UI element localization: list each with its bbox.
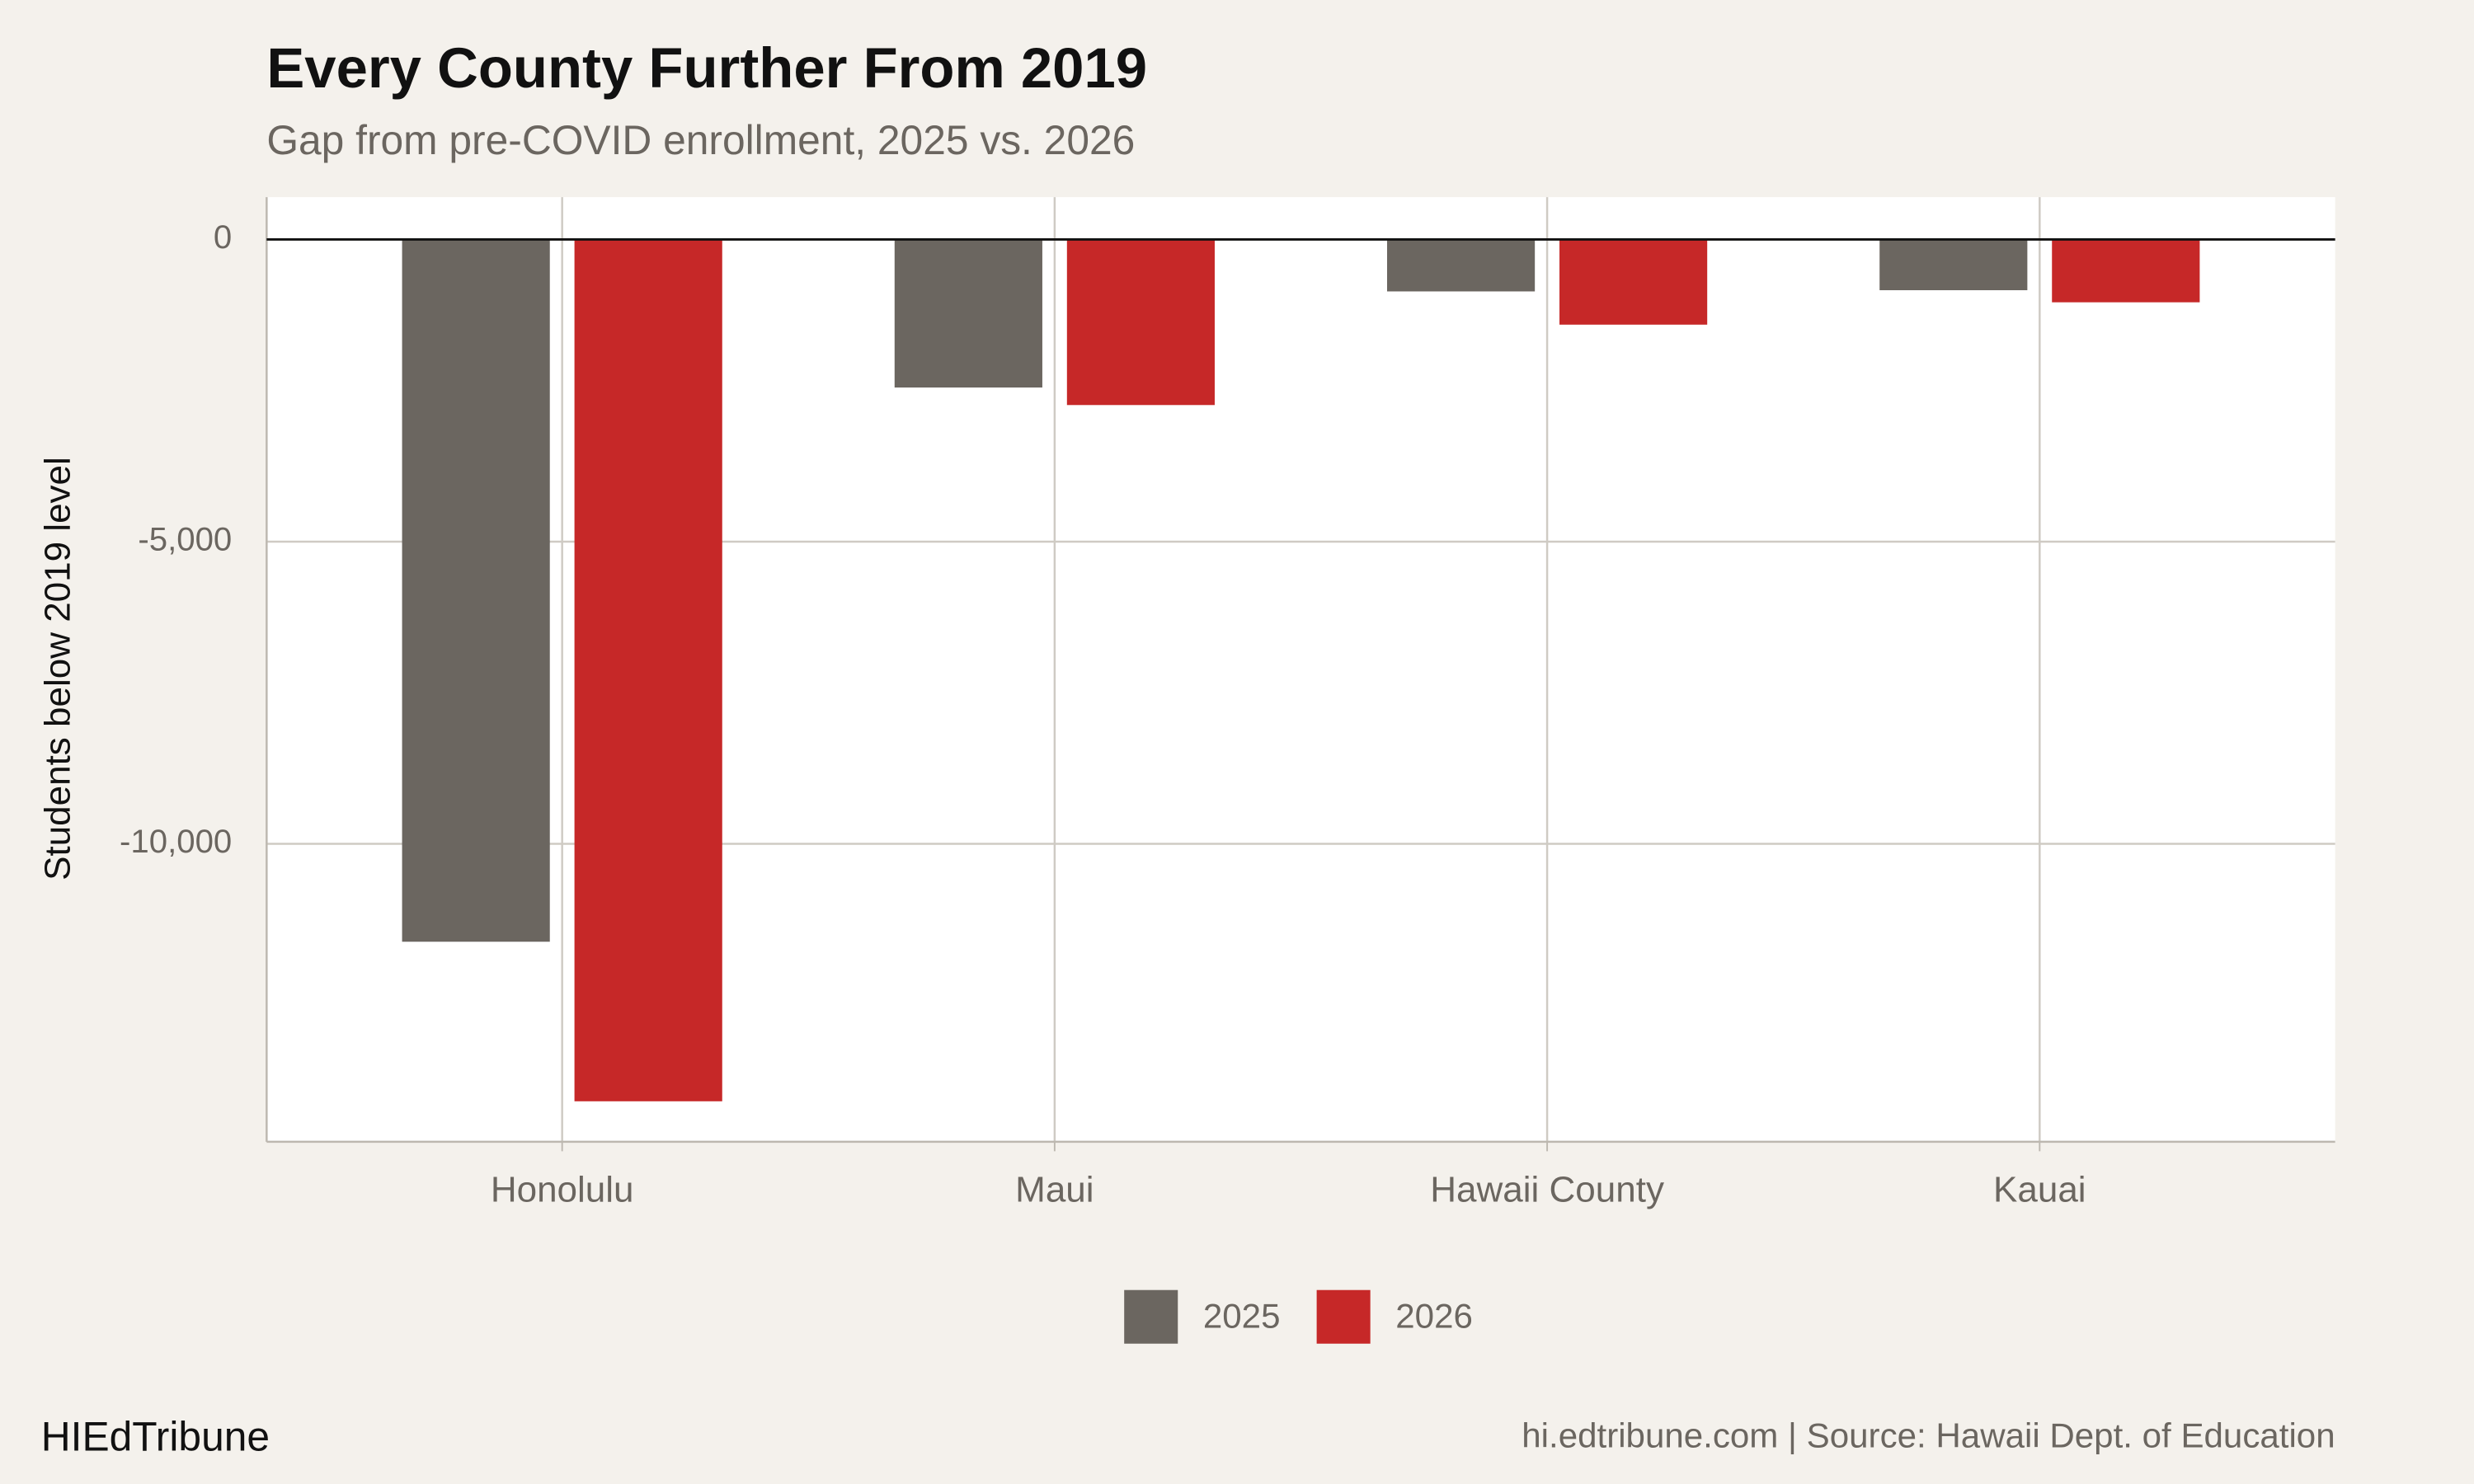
bar xyxy=(574,239,722,1101)
legend-label: 2025 xyxy=(1203,1296,1281,1335)
x-tick-label: Hawaii County xyxy=(1430,1170,1664,1210)
bar xyxy=(1386,239,1536,292)
chart-title: Every County Further From 2019 xyxy=(266,36,1147,100)
x-tick-label: Honolulu xyxy=(491,1170,634,1210)
bar xyxy=(2052,239,2200,303)
legend-swatch xyxy=(1124,1289,1178,1344)
x-tick-label: Kauai xyxy=(1993,1170,2086,1210)
y-tick-label: -10,000 xyxy=(120,823,232,860)
legend-swatch xyxy=(1316,1289,1371,1344)
bar xyxy=(402,239,550,942)
footer-right: hi.edtribune.com | Source: Hawaii Dept. … xyxy=(1522,1416,2335,1455)
legend-label: 2026 xyxy=(1395,1296,1473,1335)
bar xyxy=(1879,239,2028,291)
x-tick-label: Maui xyxy=(1015,1170,1094,1210)
footer-left: HIEdTribune xyxy=(41,1414,270,1460)
y-tick-label: 0 xyxy=(214,218,232,256)
y-tick-label: -5,000 xyxy=(138,521,232,558)
bar xyxy=(1559,239,1708,325)
chart-subtitle: Gap from pre-COVID enrollment, 2025 vs. … xyxy=(266,117,1135,163)
bar xyxy=(1066,239,1215,406)
bar xyxy=(894,239,1042,388)
y-axis-label: Students below 2019 level xyxy=(37,457,78,881)
